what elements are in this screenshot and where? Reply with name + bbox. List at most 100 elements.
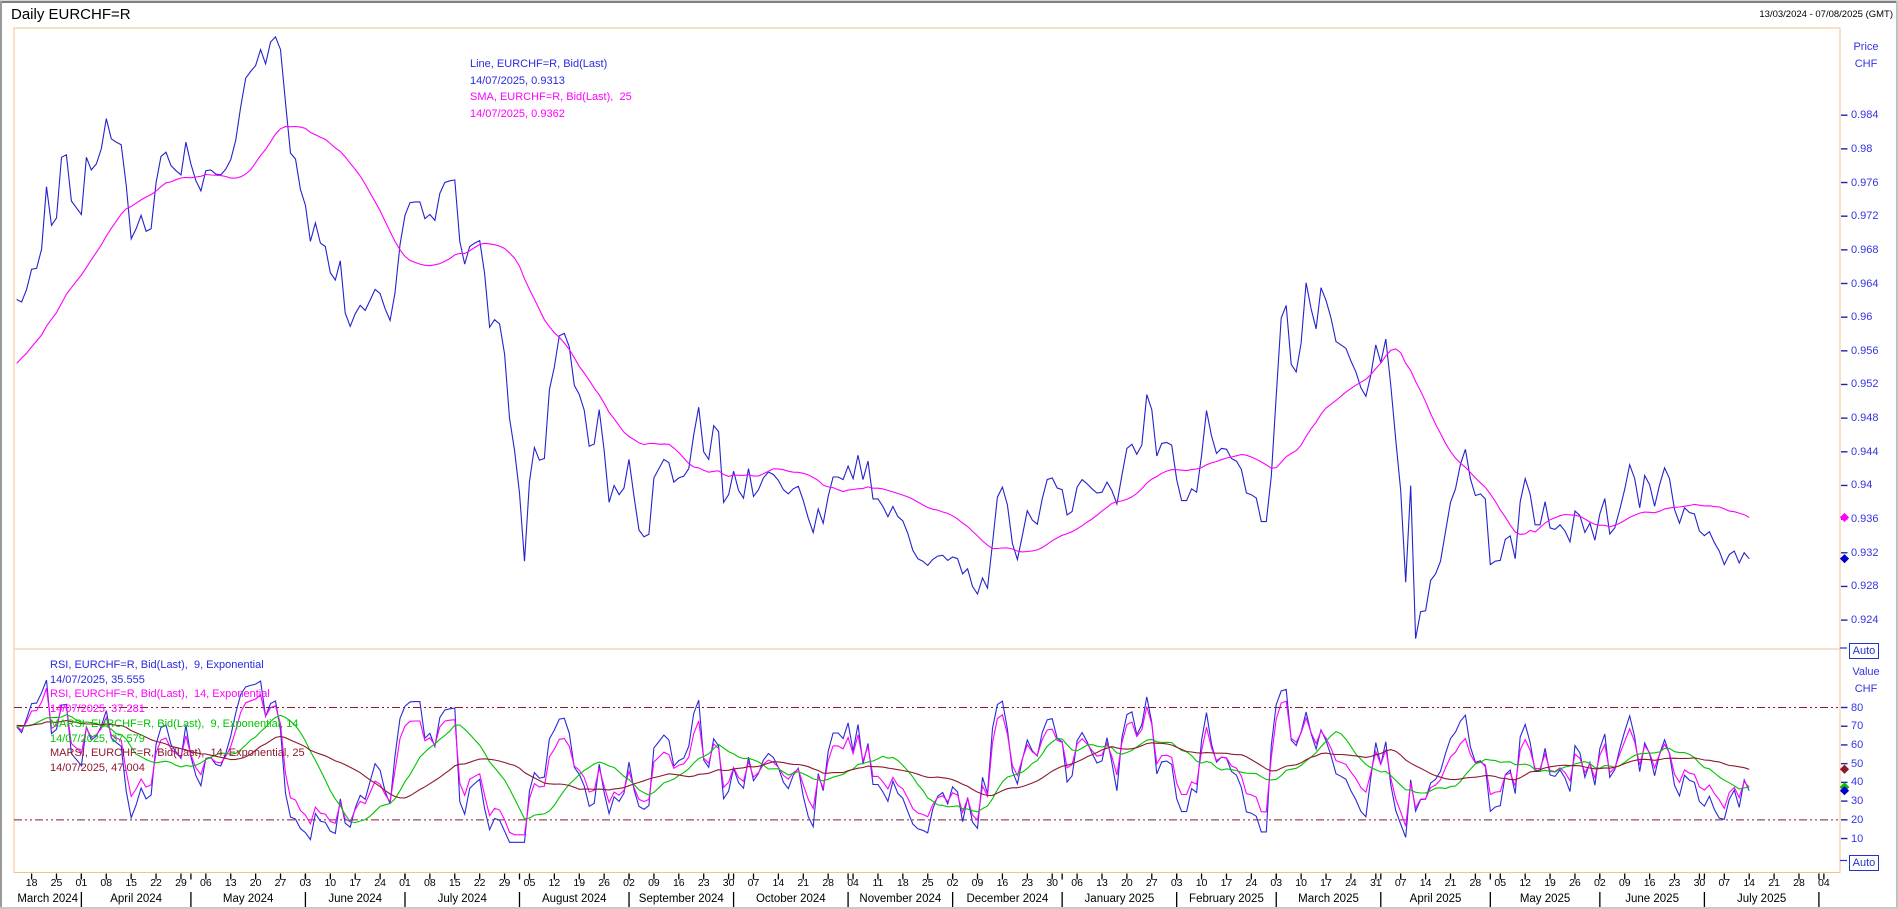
x-day-label: 06 <box>200 876 212 889</box>
x-month-label: February 2025 <box>1189 893 1264 905</box>
price-tick-label: 0.932 <box>1851 546 1879 559</box>
legend-rsi14-value: 14/07/2025, 37.281 <box>50 703 145 716</box>
x-month-label: July 2025 <box>1737 893 1787 905</box>
x-day-label: 28 <box>822 876 834 889</box>
marsi1425-line <box>16 720 1750 799</box>
x-day-label: 25 <box>921 876 934 889</box>
x-day-label: 27 <box>1145 876 1158 889</box>
x-month-label: August 2024 <box>541 893 607 905</box>
x-day-label: 03 <box>299 876 312 889</box>
x-day-label: 17 <box>1320 876 1332 889</box>
x-day-label: 11 <box>872 876 884 889</box>
x-day-label: 04 <box>1818 876 1830 889</box>
x-day-label: 30 <box>722 876 735 889</box>
price-marker-1 <box>1839 554 1850 564</box>
x-day-label: 25 <box>50 876 63 889</box>
x-day-label: 24 <box>374 876 386 889</box>
marsi914-line <box>16 714 1750 824</box>
window-border-right <box>1896 1 1898 909</box>
value-marker-3 <box>1839 786 1850 796</box>
x-month-label: March 2025 <box>1298 893 1359 905</box>
price-tick-label: 0.984 <box>1851 109 1879 122</box>
legend-line-series: Line, EURCHF=R, Bid(Last) <box>470 58 608 70</box>
x-day-label: 22 <box>150 876 162 889</box>
price-tick-label: 0.968 <box>1851 243 1879 256</box>
x-day-label: 23 <box>1021 876 1034 889</box>
value-tick-label: 70 <box>1851 720 1864 733</box>
price-tick-label: 0.976 <box>1851 176 1879 189</box>
x-day-label: 15 <box>125 876 137 889</box>
x-day-label: 21 <box>797 876 810 889</box>
x-day-label: 26 <box>598 876 610 889</box>
x-day-label: 19 <box>573 876 586 889</box>
value-tick-label: 10 <box>1851 832 1864 845</box>
x-day-label: 22 <box>473 876 486 889</box>
window-border-top <box>0 1 1898 3</box>
sma25-line <box>16 125 1750 553</box>
x-day-label: 01 <box>75 876 88 889</box>
rsi-panel-frame <box>13 648 1841 873</box>
x-day-label: 10 <box>1295 876 1307 889</box>
value-tick-label: 20 <box>1851 813 1864 826</box>
price-tick-label: 0.956 <box>1851 344 1879 357</box>
x-day-label: 14 <box>772 876 785 889</box>
x-month-label: December 2024 <box>966 893 1049 905</box>
x-month-label: May 2024 <box>222 893 274 905</box>
price-tick-label: 0.964 <box>1851 277 1879 290</box>
window-border-bottom <box>0 907 1898 909</box>
x-day-label: 06 <box>1071 876 1083 889</box>
price-tick-label: 0.948 <box>1851 412 1879 425</box>
x-day-label: 31 <box>1369 876 1382 889</box>
x-day-label: 24 <box>1245 876 1258 889</box>
x-day-label: 03 <box>1270 876 1283 889</box>
legend-marsi1425-series: MARSI, EURCHF=R, Bid(Last), 14, Exponent… <box>50 747 305 760</box>
main-panel-auto-button[interactable]: Auto <box>1849 643 1879 659</box>
value-tick-label: 60 <box>1851 738 1864 751</box>
x-day-label: 16 <box>1643 876 1656 889</box>
x-day-label: 15 <box>448 876 461 889</box>
x-day-label: 14 <box>1419 876 1432 889</box>
x-day-label: 28 <box>1793 876 1805 889</box>
x-day-label: 18 <box>25 876 38 889</box>
x-day-label: 29 <box>175 876 187 889</box>
value-axis-title: Value <box>1852 666 1880 678</box>
x-day-label: 21 <box>1444 876 1457 889</box>
x-day-label: 10 <box>324 876 337 889</box>
value-tick-label: 50 <box>1851 757 1864 770</box>
date-range-label: 13/03/2024 - 07/08/2025 (GMT) <box>1759 9 1893 20</box>
x-day-label: 05 <box>1494 876 1507 889</box>
rsi-panel-auto-button[interactable]: Auto <box>1849 855 1879 871</box>
x-month-label: November 2024 <box>859 893 942 905</box>
x-day-label: 29 <box>498 876 511 889</box>
x-day-label: 09 <box>1618 876 1631 889</box>
rsi9-line <box>16 679 1750 843</box>
legend-marsi914-series: MARSI, EURCHF=R, Bid(Last), 9, Exponenti… <box>50 717 299 730</box>
x-month-label: May 2025 <box>1519 893 1571 905</box>
window-border-left <box>0 1 2 909</box>
legend-sma-series: SMA, EURCHF=R, Bid(Last), 25 <box>470 91 632 104</box>
x-day-label: 02 <box>946 876 959 889</box>
main-panel-frame <box>13 27 1841 650</box>
x-month-label: June 2025 <box>1625 893 1679 905</box>
price-tick-label: 0.94 <box>1851 479 1873 492</box>
x-day-label: 17 <box>349 876 362 889</box>
x-day-label: 17 <box>1220 876 1233 889</box>
legend-rsi9-series: RSI, EURCHF=R, Bid(Last), 9, Exponential <box>50 659 264 671</box>
value-tick-label: 80 <box>1851 701 1864 714</box>
x-month-label: April 2025 <box>1409 893 1462 905</box>
x-day-label: 20 <box>249 876 262 889</box>
x-day-label: 13 <box>1096 876 1108 889</box>
price-tick-label: 0.928 <box>1851 580 1879 593</box>
x-day-label: 28 <box>1469 876 1482 889</box>
x-day-label: 01 <box>399 876 411 889</box>
legend-rsi9-value: 14/07/2025, 35.555 <box>50 673 145 686</box>
price-axis-unit: CHF <box>1854 58 1878 70</box>
x-day-label: 23 <box>1668 876 1681 889</box>
chart-title: Daily EURCHF=R <box>11 6 131 23</box>
price-line <box>16 35 1750 639</box>
x-day-label: 14 <box>1743 876 1756 889</box>
x-day-label: 12 <box>548 876 561 889</box>
x-day-label: 08 <box>100 876 113 889</box>
